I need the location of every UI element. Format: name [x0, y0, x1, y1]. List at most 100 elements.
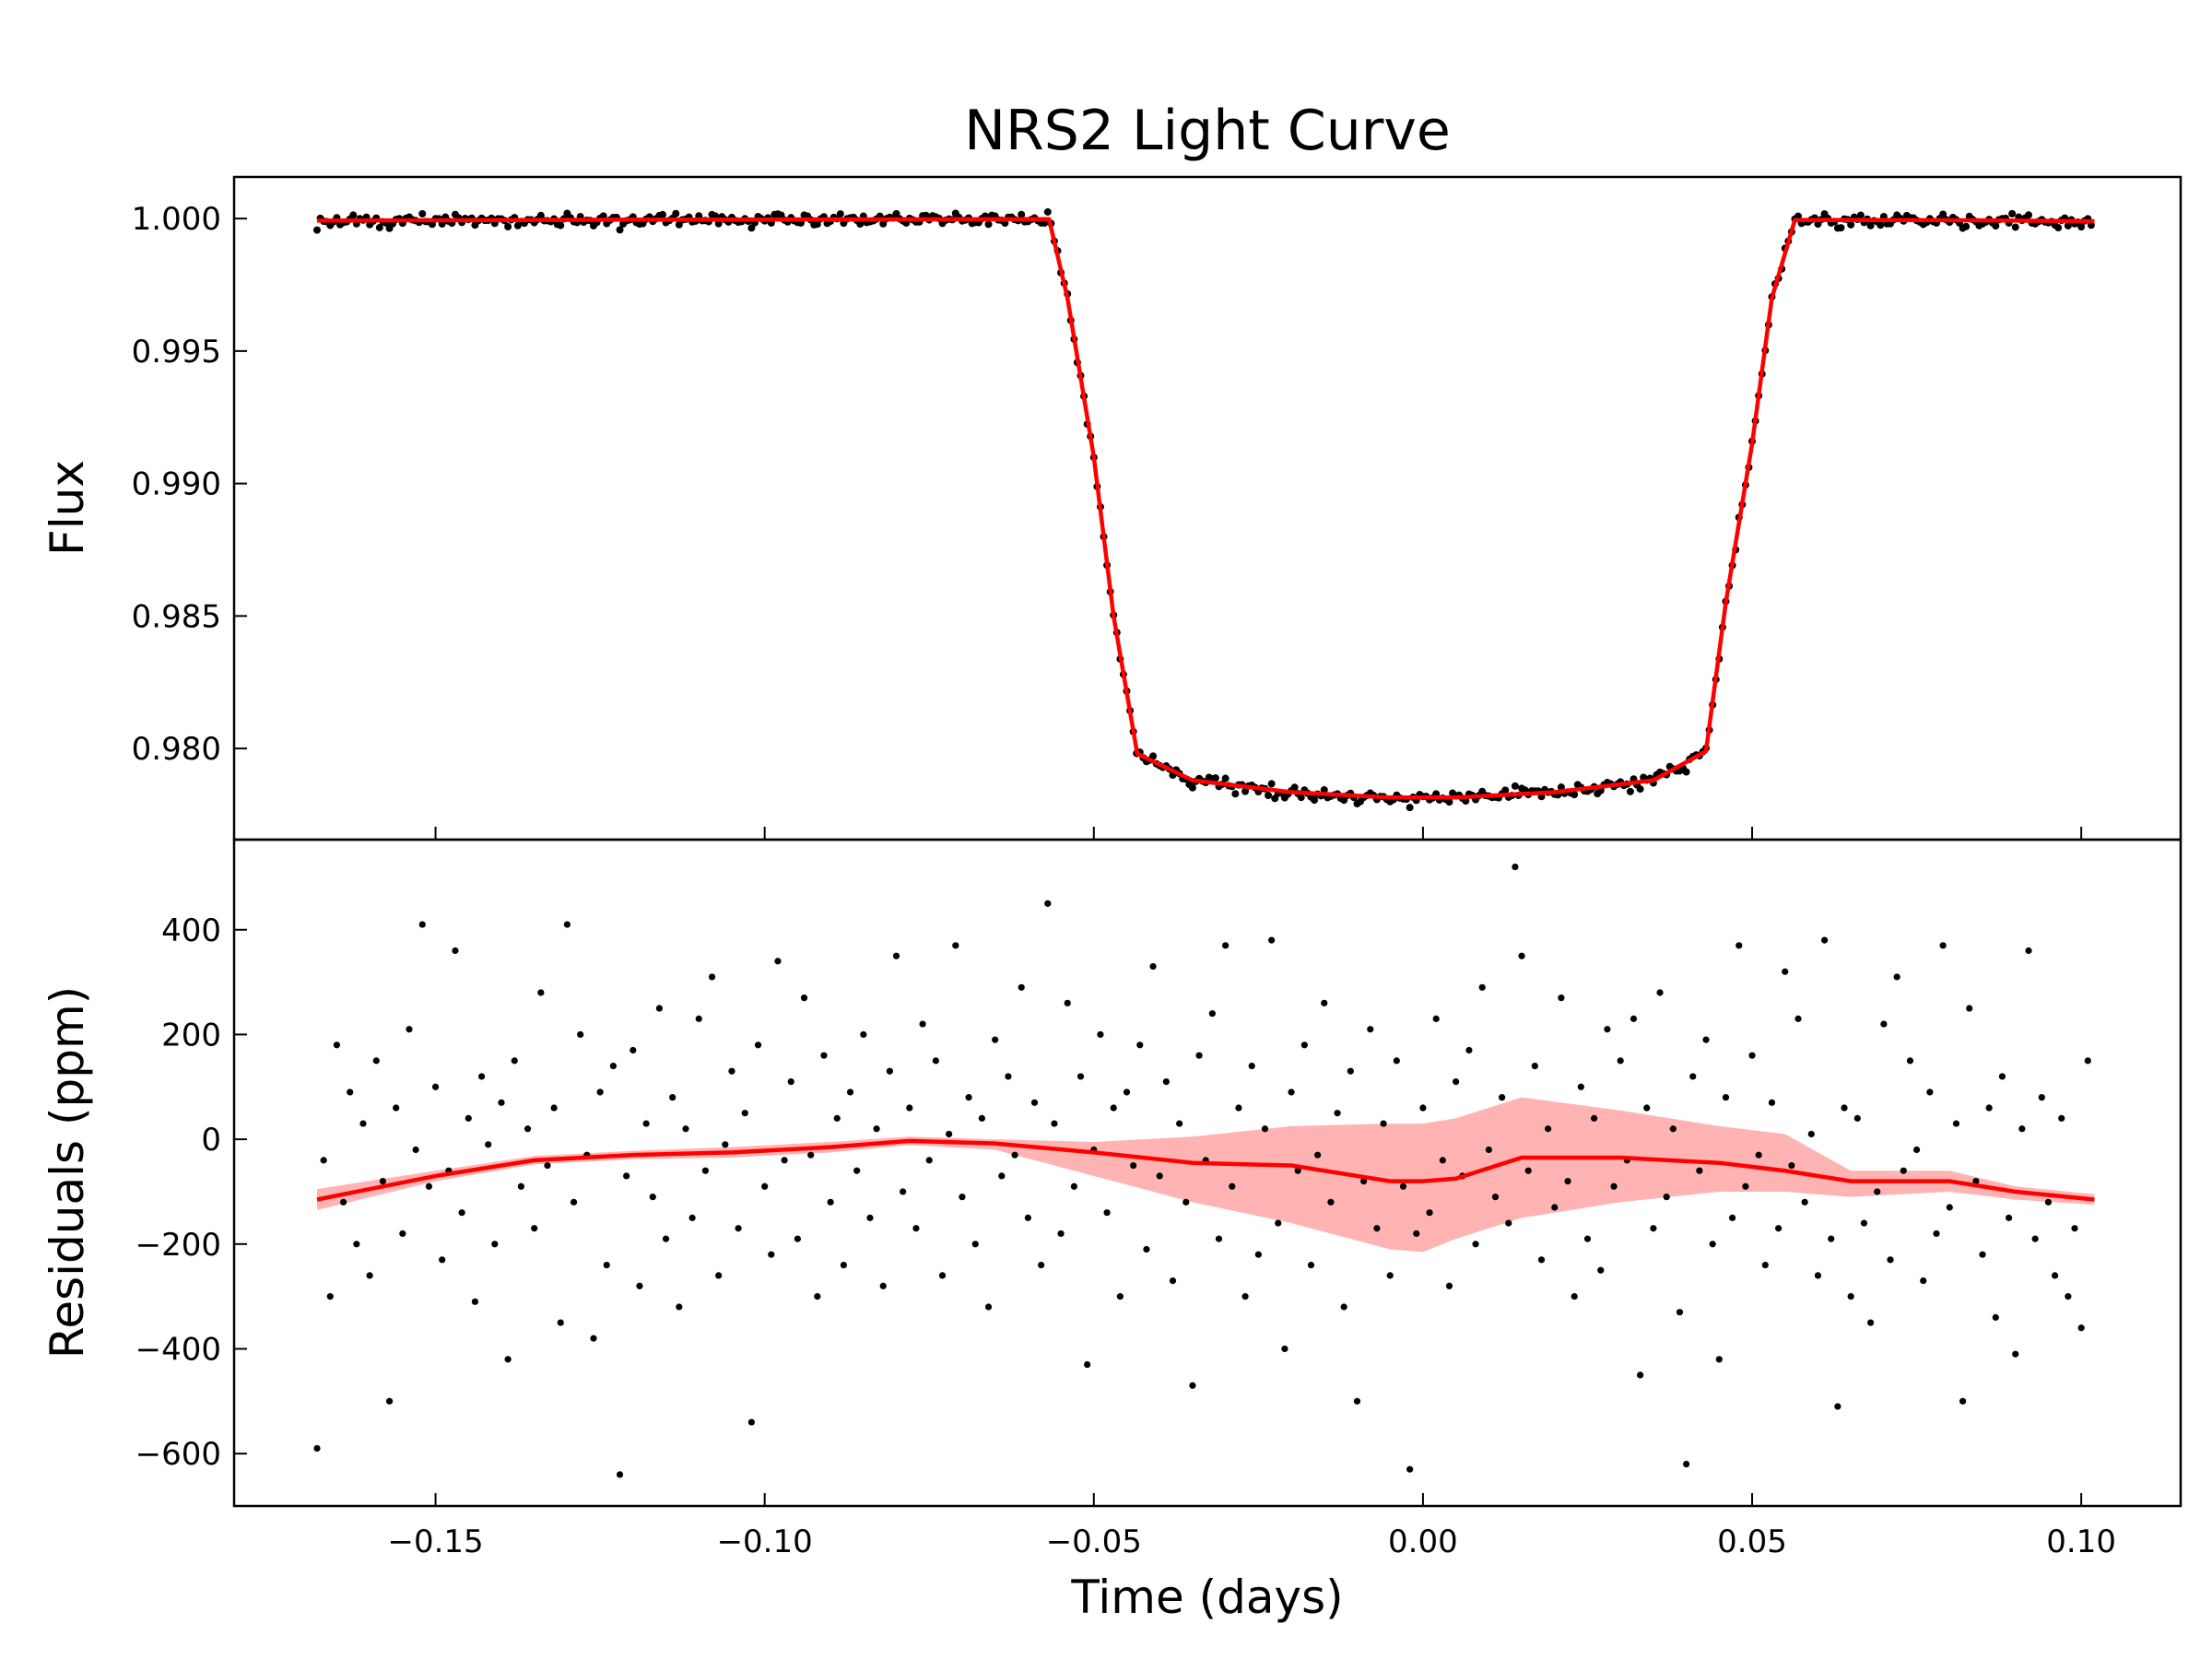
residual-point [1742, 1182, 1749, 1190]
residuals-axis-label: Residuals (ppm) [41, 986, 94, 1359]
flux-point [536, 211, 545, 219]
flux-point [1847, 220, 1855, 229]
residual-point [827, 1198, 834, 1206]
flux-point [1271, 794, 1279, 803]
residual-point [1912, 1146, 1921, 1154]
residual-point [1097, 1030, 1104, 1039]
residual-point [892, 952, 900, 959]
residual-point [833, 1114, 841, 1122]
x-axis-label: Time (days) [1070, 1571, 1343, 1624]
residuals-ytick-label: 400 [161, 912, 221, 949]
residual-point [1643, 1104, 1651, 1112]
residual-point [1241, 1293, 1249, 1300]
residual-point [1373, 1225, 1381, 1232]
residual-point [477, 1073, 486, 1080]
residual-point [1512, 863, 1519, 871]
residual-point [1275, 1219, 1282, 1227]
residual-point [353, 1241, 360, 1248]
residual-point [1254, 1251, 1262, 1258]
flux-point [2025, 211, 2033, 219]
flux-point [1241, 787, 1250, 795]
residual-point [1353, 1397, 1361, 1405]
residual-point [1156, 1172, 1163, 1180]
gp-mean-line [316, 1138, 2095, 1202]
residual-point [577, 1030, 584, 1039]
residual-point [1866, 1319, 1875, 1326]
residual-point [1340, 1303, 1347, 1311]
residual-point [517, 1182, 525, 1190]
residual-point [326, 1293, 334, 1300]
flux-ytick-label: 0.990 [132, 466, 221, 503]
flux-point [1837, 224, 1845, 232]
residual-point [1775, 1225, 1783, 1232]
residual-point [2071, 1225, 2078, 1232]
residual-point [669, 1094, 677, 1101]
residual-point [1182, 1198, 1190, 1206]
residual-point [1123, 1088, 1131, 1096]
residual-point [1215, 1235, 1223, 1242]
residual-point [1952, 1120, 1960, 1127]
residual-point [1814, 1272, 1822, 1279]
residual-point [537, 989, 545, 996]
residual-point [379, 1177, 387, 1185]
residual-point [853, 1167, 861, 1174]
flux-point [1939, 210, 1947, 218]
residual-point [1531, 1062, 1538, 1070]
residual-point [1162, 1077, 1170, 1086]
residual-point [1702, 1036, 1710, 1043]
flux-point [747, 224, 756, 232]
axes: 1.000 0.995 0.990 0.985 0.980 400 200 0 −200 −400… [132, 175, 2183, 1560]
residual-point [1229, 1182, 1236, 1190]
residual-point [609, 1062, 618, 1070]
residual-point [1268, 936, 1276, 944]
residual-point [1926, 1088, 1934, 1096]
residual-point [1663, 1194, 1670, 1201]
residual-point [603, 1261, 610, 1269]
residual-point [1841, 1104, 1848, 1112]
flux-point [1041, 219, 1049, 228]
residual-point [1281, 1345, 1288, 1353]
residual-point [1992, 1313, 1999, 1321]
flux-point [1877, 221, 1885, 229]
residual-point [1024, 1214, 1031, 1221]
residual-point [900, 1188, 907, 1195]
residual-point [1485, 1146, 1492, 1154]
flux-point [1211, 774, 1219, 782]
residual-point [1564, 1177, 1571, 1185]
residual-point [406, 1026, 413, 1033]
flux-point [2011, 223, 2019, 231]
residual-point [879, 1282, 887, 1289]
residual-point [1478, 983, 1486, 991]
residual-point [1360, 1177, 1368, 1185]
residuals-ytick-label: −600 [135, 1436, 221, 1473]
residual-point [959, 1194, 966, 1201]
residual-point [347, 1088, 354, 1096]
residual-point [439, 1256, 446, 1264]
residual-point [1617, 1057, 1624, 1065]
residual-point [662, 1235, 670, 1242]
residual-point [787, 1077, 794, 1086]
xtick-label: 0.05 [1717, 1524, 1787, 1560]
residual-point [1748, 1052, 1756, 1059]
residual-point [1946, 1204, 1953, 1211]
flux-point [1636, 785, 1644, 794]
residual-point [616, 1471, 624, 1478]
residual-point [1985, 1104, 1993, 1112]
residual-point [1591, 1114, 1598, 1122]
residual-point [1130, 1161, 1137, 1170]
flux-point [1265, 791, 1273, 799]
residual-point [431, 1083, 440, 1090]
residual-point [741, 1110, 748, 1117]
residual-point [1669, 1125, 1677, 1133]
residual-point [491, 1241, 499, 1248]
residual-point [1334, 1110, 1341, 1117]
residual-point [425, 1182, 433, 1190]
residual-point [1445, 1282, 1453, 1289]
residual-point [2031, 1235, 2039, 1242]
residual-point [1847, 1293, 1854, 1300]
residual-point [1208, 1010, 1216, 1018]
residual-point [1084, 1360, 1091, 1369]
residual-point [1715, 1356, 1723, 1363]
residual-point [1782, 968, 1789, 975]
residual-point [946, 1130, 953, 1138]
